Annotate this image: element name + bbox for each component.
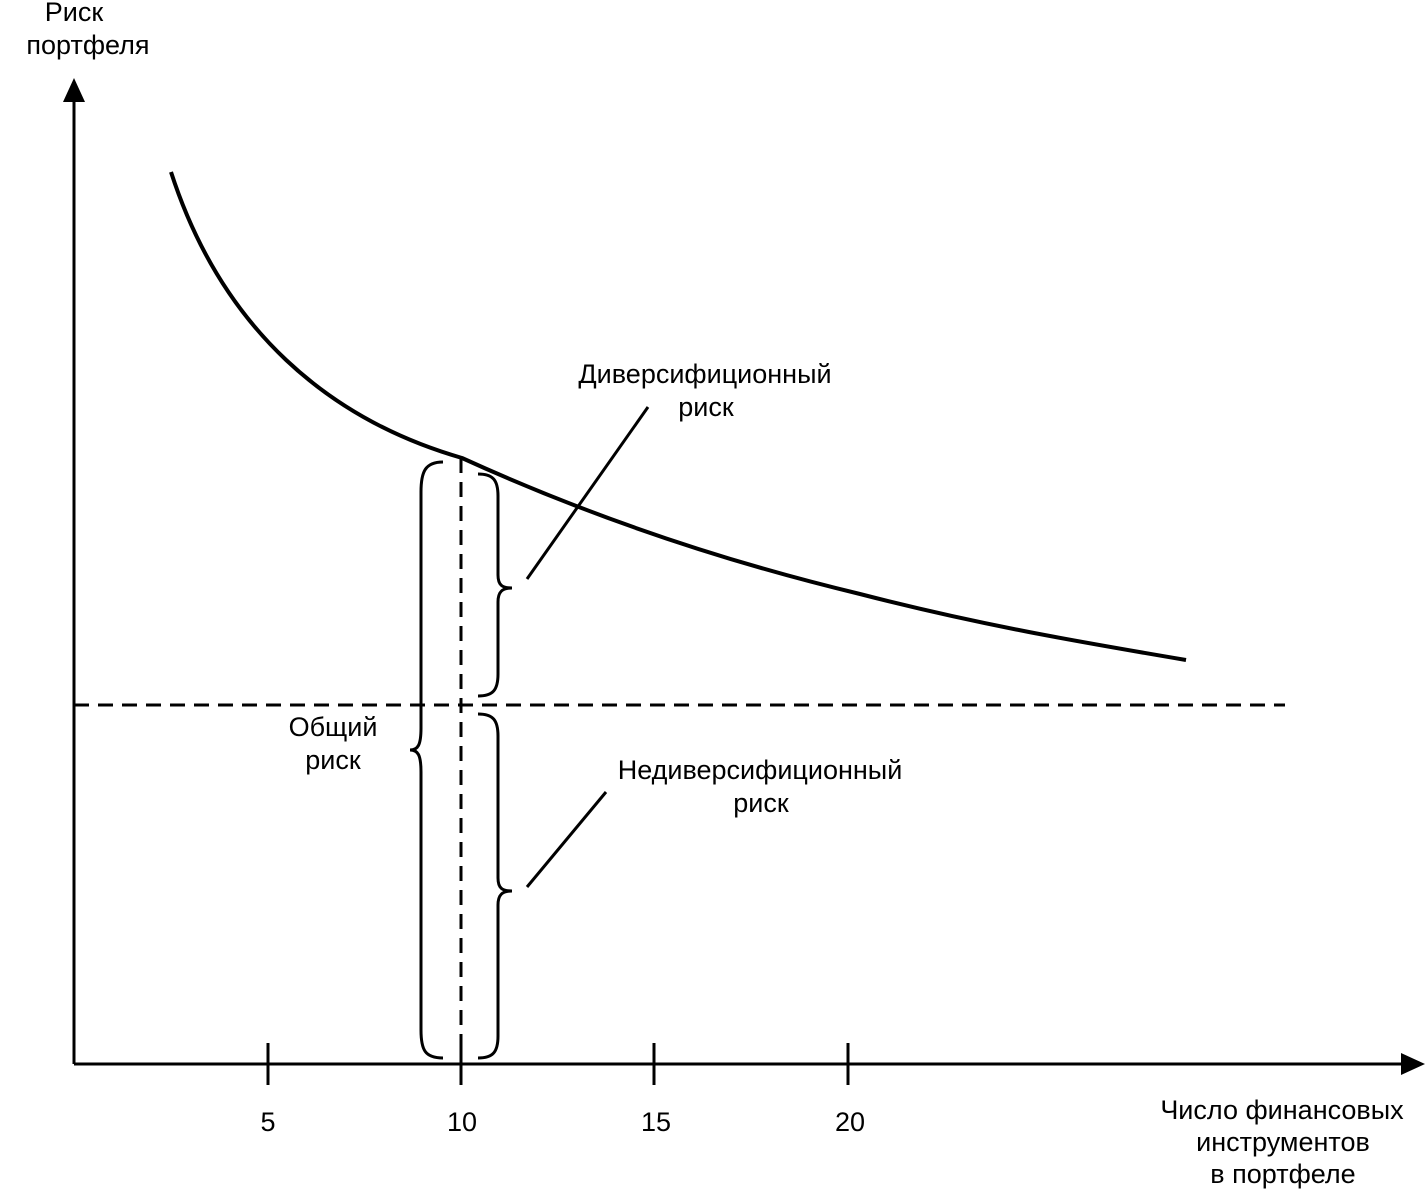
y-axis-label-line2: портфеля bbox=[26, 30, 149, 60]
total-risk-label-line2: риск bbox=[305, 745, 361, 775]
non-diversifiable-risk-label-line2: риск bbox=[733, 788, 789, 818]
x-axis-label-line2: инструментов bbox=[1196, 1127, 1370, 1157]
x-axis-label-line1: Число финансовых bbox=[1160, 1095, 1404, 1125]
x-tick-label-5: 5 bbox=[260, 1107, 275, 1137]
y-axis-arrowhead bbox=[63, 78, 85, 102]
non-diversifiable-risk-leader bbox=[525, 791, 608, 888]
x-tick-label-15: 15 bbox=[641, 1107, 671, 1137]
x-tick-label-10: 10 bbox=[447, 1107, 477, 1137]
x-tick-label-20: 20 bbox=[835, 1107, 865, 1137]
total-risk-brace bbox=[409, 460, 444, 1060]
y-axis-label-line1: Риск bbox=[45, 0, 104, 27]
diversifiable-risk-leader bbox=[525, 406, 650, 580]
total-risk-label-line1: Общий bbox=[289, 712, 378, 742]
x-axis-label-line3: в портфеле bbox=[1210, 1159, 1355, 1189]
diversifiable-risk-label-line1: Диверсифиционный bbox=[578, 359, 831, 389]
portfolio-risk-curve bbox=[169, 171, 1187, 662]
x-axis-arrowhead bbox=[1401, 1053, 1425, 1075]
non-diversifiable-risk-label-line1: Недиверсифиционный bbox=[618, 755, 903, 785]
diversifiable-risk-brace bbox=[477, 472, 513, 698]
non-diversifiable-risk-brace bbox=[477, 712, 513, 1060]
diversifiable-risk-label-line2: риск bbox=[678, 392, 734, 422]
